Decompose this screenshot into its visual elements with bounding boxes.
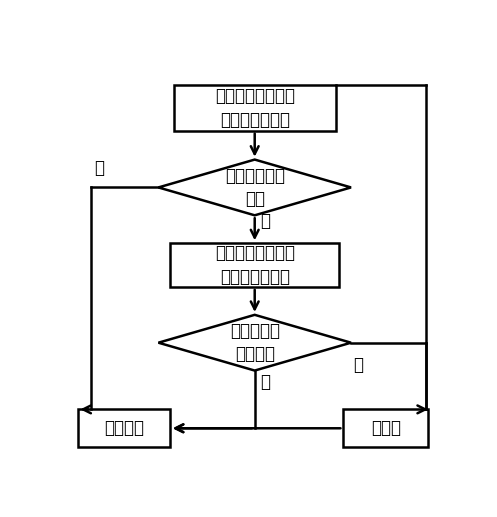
Text: 是: 是	[94, 159, 104, 176]
Text: 是否为第一组
数据: 是否为第一组 数据	[225, 166, 285, 208]
Text: 否: 否	[260, 373, 270, 391]
FancyBboxPatch shape	[170, 243, 339, 287]
Text: 分别计算与非冗余
组数据相关系数: 分别计算与非冗余 组数据相关系数	[215, 244, 295, 286]
Polygon shape	[159, 315, 351, 371]
Text: 否: 否	[260, 212, 270, 230]
Text: 非冗余组: 非冗余组	[104, 419, 144, 437]
FancyBboxPatch shape	[343, 409, 428, 447]
FancyBboxPatch shape	[78, 409, 170, 447]
Text: 腼肠肌、胫骨前肌
等表面肌电信号: 腼肠肌、胫骨前肌 等表面肌电信号	[215, 87, 295, 129]
Polygon shape	[159, 160, 351, 215]
Text: 是: 是	[353, 356, 363, 374]
Text: 冗余组: 冗余组	[371, 419, 401, 437]
FancyBboxPatch shape	[174, 85, 335, 131]
Text: 是否有系数
大于阈値: 是否有系数 大于阈値	[230, 322, 280, 363]
